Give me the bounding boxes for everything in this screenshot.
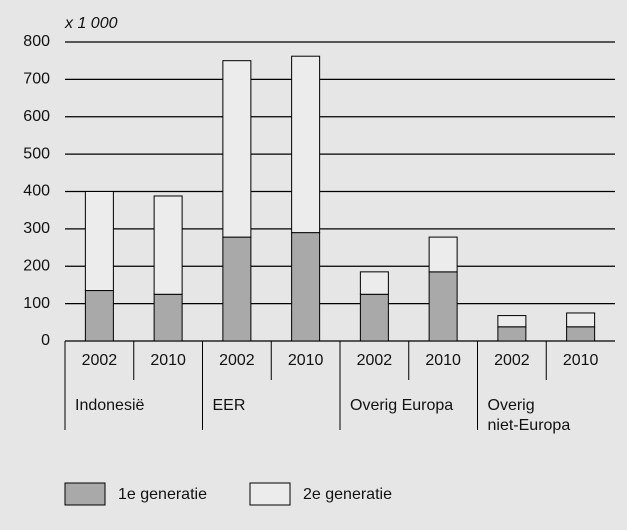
bar-segment [428,271,458,342]
bar-segment [359,293,389,342]
group-label: Overig Europa [350,397,453,414]
group-label: EER [213,397,246,414]
x-tick-label: 2002 [219,352,255,369]
y-tick-label: 700 [23,71,50,88]
bar-segment [153,195,183,295]
bar-segment [153,293,183,342]
y-tick-label: 400 [23,183,50,200]
y-tick-label: 500 [23,145,50,162]
bar-segment [566,312,596,328]
y-tick-label: 300 [23,220,50,237]
bar-segment [566,326,596,342]
group-label: Indonesië [75,397,144,414]
bar-segment [222,236,252,342]
x-tick-label: 2002 [82,352,118,369]
y-tick-label: 600 [23,108,50,125]
y-tick-label: 200 [23,257,50,274]
y-tick-label: 800 [23,33,50,50]
bar-segment [84,290,114,342]
x-tick-label: 2010 [425,352,461,369]
y-tick-label: 100 [23,295,50,312]
bar-segment [359,271,389,295]
legend-swatch [64,482,106,506]
bar-segment [222,60,252,238]
unit-label: x 1 000 [64,15,118,32]
bar-segment [428,236,458,273]
x-tick-label: 2010 [563,352,599,369]
x-tick-label: 2002 [494,352,530,369]
bar-segment [497,326,527,342]
group-label: niet-Europa [488,417,571,434]
bar-segment [291,55,321,234]
x-tick-label: 2010 [150,352,186,369]
legend-swatch [249,482,291,506]
bar-segment [291,232,321,342]
group-label: Overig [488,397,535,414]
x-tick-label: 2010 [288,352,324,369]
y-tick-label: 0 [41,332,50,349]
bar-segment [84,191,114,292]
legend-label: 2e generatie [303,486,392,503]
bar-segment [497,315,527,328]
legend-label: 1e generatie [118,486,207,503]
x-tick-label: 2002 [357,352,393,369]
